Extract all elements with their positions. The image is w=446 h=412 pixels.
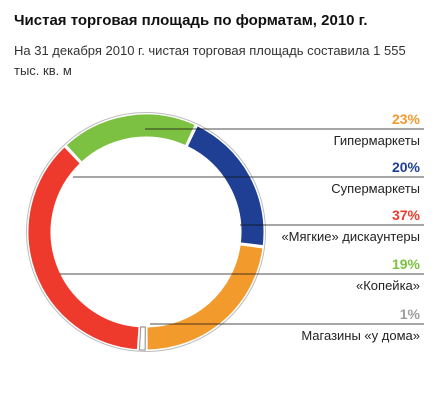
legend-label-1: Супермаркеты bbox=[331, 181, 420, 196]
slice-4 bbox=[138, 326, 146, 351]
slice-3 bbox=[65, 113, 196, 163]
value-label-3: 19% bbox=[392, 256, 421, 272]
value-label-4: 1% bbox=[400, 306, 421, 322]
chart-subtitle: На 31 декабря 2010 г. чистая торговая пл… bbox=[14, 43, 406, 78]
value-label-0: 23% bbox=[392, 111, 421, 127]
slice-2 bbox=[27, 146, 140, 351]
chart-title: Чистая торговая площадь по форматам, 201… bbox=[14, 12, 368, 29]
value-label-1: 20% bbox=[392, 159, 421, 175]
legend-label-3: «Копейка» bbox=[356, 278, 420, 293]
value-label-2: 37% bbox=[392, 207, 421, 223]
slice-1 bbox=[186, 125, 265, 247]
legend-label-0: Гипермаркеты bbox=[334, 133, 420, 148]
legend-label-2: «Мягкие» дискаунтеры bbox=[281, 229, 420, 244]
legend-label-4: Магазины «у дома» bbox=[301, 328, 420, 343]
